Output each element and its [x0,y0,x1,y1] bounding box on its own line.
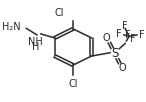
Text: O: O [119,63,126,73]
Text: F: F [116,29,122,39]
Text: O: O [103,33,111,43]
Text: F: F [125,30,131,40]
Text: Cl: Cl [54,8,64,18]
Text: H: H [32,42,39,52]
Text: S: S [111,47,118,59]
Text: H₂N: H₂N [2,22,20,32]
Text: F: F [130,34,135,44]
FancyBboxPatch shape [111,49,118,57]
Text: F: F [122,21,128,31]
Text: NH: NH [28,37,43,47]
Text: Cl: Cl [68,79,78,89]
Text: F: F [139,30,145,40]
